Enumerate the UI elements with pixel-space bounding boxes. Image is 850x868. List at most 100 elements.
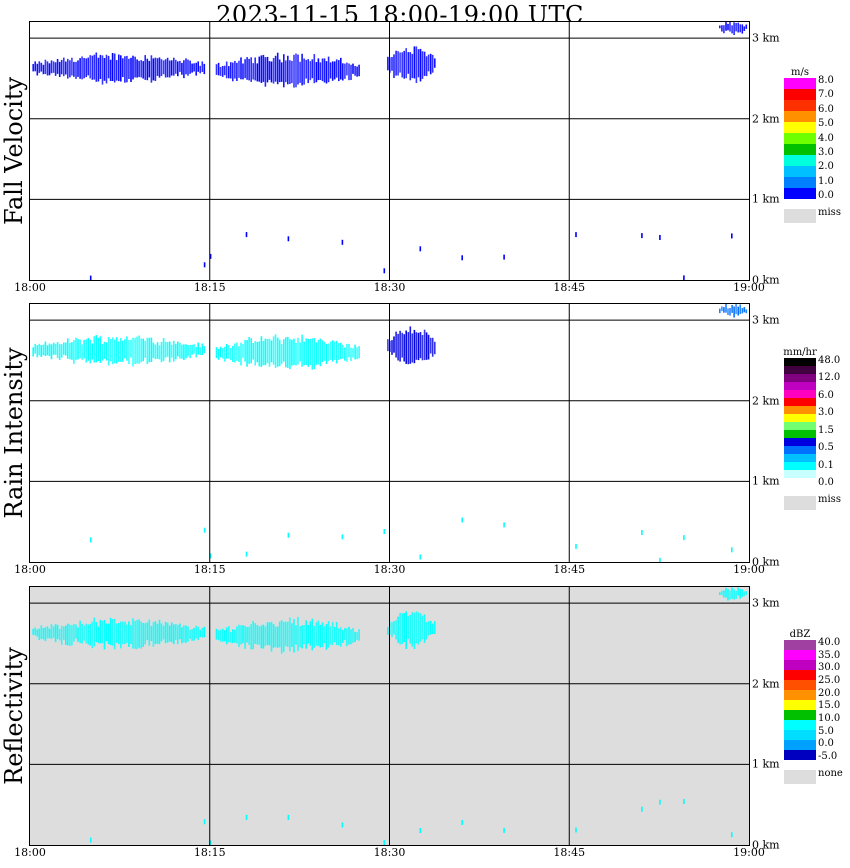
rain-intensity-echo-column (120, 338, 122, 362)
fall-velocity-colorbar-label: 3.0 (818, 146, 834, 158)
height-tick-label: 0 km (752, 555, 780, 569)
reflectivity-echo-column (60, 625, 63, 645)
rain-intensity-echo-column (340, 342, 342, 360)
reflectivity-echo-column (391, 622, 393, 637)
fall-velocity-colorbar-label: 5.0 (818, 118, 834, 130)
fall-velocity-echo-column (335, 59, 338, 78)
rain-intensity-echo-region (215, 334, 360, 370)
rain-intensity-echo-column (101, 344, 104, 361)
fall-velocity-colorbar-label: 6.0 (818, 103, 834, 115)
rain-intensity-echo-column (329, 341, 332, 360)
fall-velocity-echo-speckle (89, 275, 92, 281)
rain-intensity-echo-column (731, 305, 733, 313)
fall-velocity-echo-column (154, 57, 157, 81)
fall-velocity-echo-column (118, 54, 120, 82)
rain-intensity-echo-column (395, 331, 397, 358)
fall-velocity-colorbar-label: 1.0 (818, 175, 834, 187)
rain-intensity-echo-column (299, 342, 301, 362)
fall-velocity-echo-column (232, 62, 234, 82)
reflectivity-echo-column (185, 625, 187, 643)
rain-intensity-echo-column (252, 343, 254, 360)
fall-velocity-echo-column (170, 60, 173, 76)
rain-intensity-colorbar-label: 6.0 (818, 389, 834, 401)
rain-intensity-echo-speckle (731, 547, 733, 553)
reflectivity-echo-column (124, 621, 126, 645)
fall-velocity-echo-column (128, 58, 130, 79)
fall-velocity-echo-column (56, 59, 59, 74)
rain-intensity-echo-column (179, 342, 181, 359)
rain-intensity-echo-column (134, 338, 136, 364)
reflectivity-echo-column (73, 624, 75, 642)
reflectivity-echo-column (160, 623, 163, 642)
rain-intensity-echo-column (723, 307, 725, 313)
rain-intensity-echo-column (319, 338, 322, 367)
fall-velocity-echo-column (144, 55, 146, 80)
rain-intensity-echo-column (264, 338, 267, 366)
height-tick-label: 3 km (752, 596, 780, 610)
fall-velocity-echo-column (323, 58, 326, 83)
rain-intensity-echo-column (160, 341, 163, 363)
rain-intensity-echo-column (128, 340, 130, 364)
rain-intensity-echo-column (274, 334, 277, 368)
fall-velocity-echo-column (274, 55, 277, 82)
reflectivity-echo-column (50, 624, 53, 640)
rain-intensity-echo-column (323, 341, 326, 361)
reflectivity-echo-column (289, 617, 291, 652)
fall-velocity-echo-speckle (341, 239, 344, 245)
reflectivity-echo-column (393, 621, 395, 635)
reflectivity-echo-column (36, 629, 39, 637)
fall-velocity-echo-column (193, 63, 195, 72)
reflectivity-echo-column (38, 628, 41, 641)
reflectivity-echo-column (234, 629, 236, 643)
fall-velocity-colorbar-swatch (784, 100, 816, 111)
reflectivity-echo-column (399, 612, 401, 645)
fall-velocity-echo-column (719, 25, 721, 29)
reflectivity-echo-column (331, 622, 334, 646)
fall-velocity-echo-column (38, 61, 41, 73)
time-tick-label: 19:00 (733, 563, 765, 576)
reflectivity-echo-column (128, 621, 130, 647)
reflectivity-echo-column (85, 623, 87, 644)
fall-velocity-echo-column (262, 54, 265, 82)
reflectivity-echo-column (250, 624, 252, 650)
reflectivity-echo-speckle (383, 840, 386, 846)
rain-intensity-echo-column (193, 344, 195, 354)
fall-velocity-frame (29, 21, 750, 281)
fall-velocity-echo-column (79, 58, 81, 79)
fall-velocity-echo-column (415, 46, 418, 83)
fall-velocity-echo-column (203, 63, 206, 75)
rain-intensity-echo-column (348, 343, 350, 358)
height-tick-label: 0 km (752, 838, 780, 852)
rain-intensity-echo-column (415, 332, 418, 360)
fall-velocity-echo-column (315, 62, 318, 83)
reflectivity-echo-column (187, 626, 189, 642)
reflectivity-echo-speckle (287, 814, 290, 820)
fall-velocity-echo-column (725, 22, 727, 31)
reflectivity-colorbar-label: 15.0 (818, 700, 841, 712)
fall-velocity-echo-column (60, 59, 63, 75)
rain-intensity-echo-column (136, 336, 138, 364)
rain-intensity-echo-column (397, 333, 399, 361)
rain-intensity-echo-column (735, 303, 737, 315)
rain-intensity-colorbar-label: 0.0 (818, 477, 834, 488)
rain-intensity-plot (29, 303, 750, 563)
fall-velocity-echo-column (399, 52, 401, 73)
reflectivity-echo-column (219, 629, 222, 642)
rain-intensity-echo-column (309, 338, 312, 366)
fall-velocity-echo-column (134, 56, 136, 78)
reflectivity-echo-column (183, 625, 185, 643)
fall-velocity-echo-column (327, 56, 330, 83)
rain-intensity-echo-column (107, 337, 110, 366)
rain-intensity-echo-column (44, 341, 47, 357)
fall-velocity-echo-column (48, 63, 51, 76)
rain-intensity-echo-column (745, 309, 748, 314)
fall-velocity-echo-column (429, 53, 432, 75)
rain-intensity-echo-column (40, 345, 43, 357)
rain-intensity-echo-column (175, 343, 177, 360)
fall-velocity-echo-speckle (203, 262, 206, 268)
reflectivity-echo-column (725, 587, 727, 598)
reflectivity-echo-column (32, 628, 34, 635)
reflectivity-echo-column (77, 627, 79, 642)
fall-velocity-echo-column (136, 59, 138, 78)
fall-velocity-echo-column (321, 58, 324, 82)
